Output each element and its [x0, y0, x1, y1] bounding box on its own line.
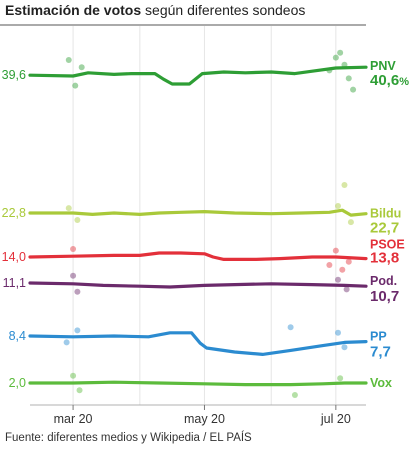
series-name-label: Vox [370, 376, 392, 390]
poll-dot [345, 258, 352, 265]
poll-dot [332, 247, 339, 254]
series-start-label: 39,6 [2, 68, 26, 82]
chart-title-rest: según diferentes sondeos [141, 2, 306, 18]
series-lines-layer [28, 65, 368, 387]
series-name-label: PSOE [370, 238, 405, 252]
poll-dot [70, 272, 77, 279]
series-end-value: 22,7 [370, 220, 399, 237]
series-name-label: Pod. [370, 274, 397, 288]
poll-dot [335, 276, 341, 283]
x-tick-label: jul 20 [320, 412, 351, 426]
series-start-label: 2,0 [9, 376, 26, 390]
x-axis-ticks: mar 20 may 20 jul 20 [54, 405, 351, 426]
poll-dot [343, 286, 350, 293]
poll-dot [347, 219, 354, 226]
series-start-label: 11,1 [3, 276, 26, 290]
poll-dot [70, 372, 77, 379]
series-name-label: Bildu [370, 207, 401, 221]
series-end-value: 10,7 [370, 288, 399, 305]
poll-dot [287, 324, 294, 331]
poll-dot [78, 64, 85, 71]
series-line-pp [28, 331, 368, 356]
poll-dot [337, 49, 344, 56]
series-name-label: PP [370, 330, 387, 344]
poll-dot [332, 54, 339, 61]
series-start-label: 22,8 [2, 206, 26, 220]
poll-dot [335, 329, 341, 336]
poll-dot [65, 57, 72, 64]
series-line-pod [28, 281, 368, 289]
chart-title-bold: Estimación de votos [5, 2, 142, 18]
poll-dots-layer [63, 49, 357, 398]
poll-dot [74, 288, 81, 295]
poll-dot [345, 75, 352, 82]
series-end-suffix: % [399, 76, 409, 88]
series-start-label: 8,4 [9, 329, 26, 343]
grid-layer [30, 26, 366, 406]
poll-dot [72, 82, 79, 89]
poll-dot [339, 266, 346, 273]
x-tick-label: mar 20 [54, 412, 93, 426]
poll-dot [63, 339, 70, 346]
poll-dot [65, 205, 72, 212]
poll-dot [291, 392, 298, 398]
poll-dot [74, 217, 81, 223]
poll-dot [335, 203, 341, 209]
series-line-psoe [28, 251, 368, 261]
series-start-label: 14,0 [2, 250, 26, 264]
poll-dot [70, 246, 77, 252]
series-line-pnv [28, 65, 368, 86]
source-note: Fuente: diferentes medios y Wikipedia / … [5, 432, 252, 444]
poll-dot [337, 375, 344, 382]
poll-dot [350, 86, 357, 93]
series-end-value: 7,7 [370, 344, 391, 361]
series-end-value: 40,6% [370, 72, 409, 89]
series-name-label: PNV [370, 59, 396, 73]
x-tick-label: may 20 [184, 412, 225, 426]
chart-title: Estimación de votos según diferentes son… [5, 2, 305, 18]
series-end-value: 13,8 [370, 250, 399, 267]
series-line-vox [28, 380, 368, 387]
poll-dot [341, 344, 348, 351]
series-line-bildu [28, 208, 368, 217]
poll-dot [341, 182, 348, 188]
poll-dot [74, 327, 81, 334]
poll-dot [326, 262, 333, 268]
poll-dot [76, 387, 83, 394]
